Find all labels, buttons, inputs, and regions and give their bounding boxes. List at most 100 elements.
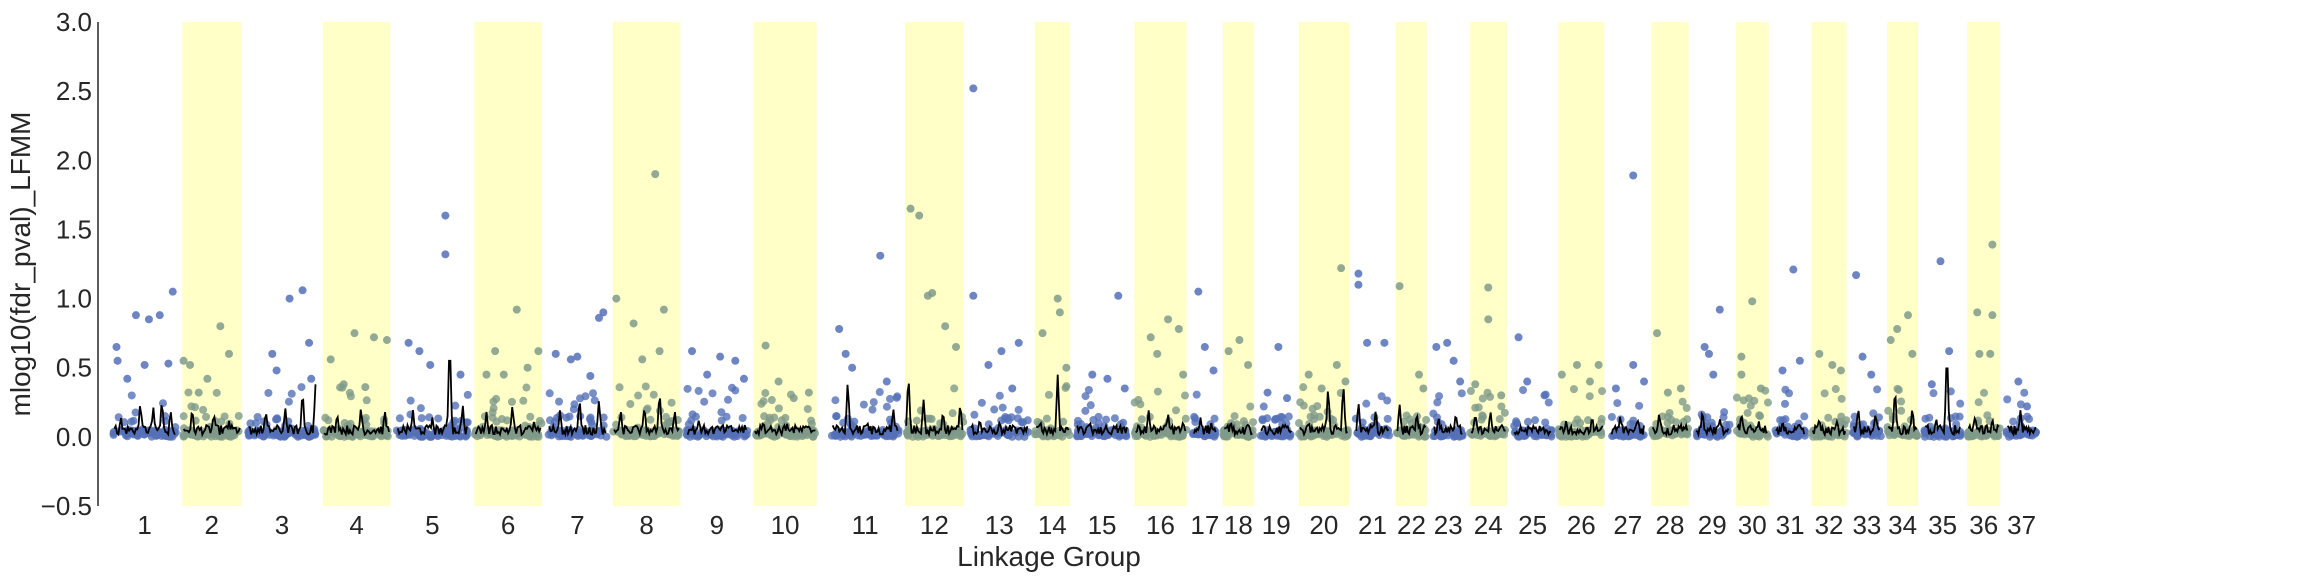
y-tick-label: 1.5 — [56, 214, 92, 244]
snp-outlier — [1704, 349, 1713, 358]
x-tick-label: 18 — [1224, 510, 1253, 540]
snp-point — [1420, 432, 1429, 441]
smoothed-line-lg-32 — [1811, 418, 1847, 438]
snp-point — [1569, 385, 1578, 394]
snp-point — [1873, 429, 1882, 438]
snp-point — [759, 397, 768, 406]
snp-outlier — [1337, 264, 1346, 273]
x-tick-label: 8 — [639, 510, 653, 540]
snp-outlier — [1795, 356, 1804, 365]
snp-point — [1925, 413, 1934, 422]
snp-point — [709, 432, 718, 441]
snp-point — [395, 414, 404, 423]
y-tick-label: 3.0 — [56, 7, 92, 37]
snp-outlier — [1354, 280, 1363, 289]
snp-point — [129, 416, 138, 425]
smoothed-line-lg-31 — [1775, 422, 1806, 436]
snp-point — [1983, 411, 1992, 420]
snp-point — [1897, 397, 1906, 406]
snp-point — [1299, 383, 1308, 392]
snp-outlier — [1114, 291, 1123, 300]
snp-point — [1299, 401, 1308, 410]
x-tick-label: 27 — [1613, 510, 1642, 540]
snp-point — [1497, 402, 1506, 411]
snp-outlier — [716, 352, 725, 361]
snp-point — [1897, 406, 1906, 415]
smoothed-line-lg-21 — [1355, 404, 1390, 437]
snp-point — [273, 415, 282, 424]
snp-point — [1249, 418, 1258, 427]
snp-point — [1329, 416, 1338, 425]
snp-point — [1439, 432, 1448, 441]
snp-point — [321, 413, 330, 422]
snp-point — [127, 391, 136, 400]
snp-point — [234, 411, 243, 420]
snp-point — [1176, 429, 1185, 438]
snp-outlier — [168, 287, 177, 296]
smoothed-line-lg-26 — [1558, 419, 1604, 437]
snp-point — [152, 431, 161, 440]
snp-point — [1366, 432, 1375, 441]
snp-point — [284, 397, 293, 406]
snp-point — [507, 397, 516, 406]
snp-outlier — [1341, 377, 1350, 386]
snp-point — [1920, 426, 1929, 435]
snp-outlier — [1363, 338, 1372, 347]
snp-outlier — [1194, 287, 1203, 296]
snp-point — [1946, 414, 1955, 423]
snp-outlier — [1756, 384, 1765, 393]
snp-outlier — [1709, 370, 1718, 379]
snp-point — [346, 392, 355, 401]
snp-point — [1585, 392, 1594, 401]
snp-point — [1831, 385, 1840, 394]
snp-point — [641, 382, 650, 391]
snp-point — [1086, 401, 1095, 410]
smoothed-line-lg-28 — [1651, 414, 1689, 437]
snp-point — [287, 389, 296, 398]
snp-outlier — [1815, 349, 1824, 358]
y-tick-label: 0.5 — [56, 353, 92, 383]
snp-outlier — [1146, 333, 1155, 342]
snp-point — [297, 383, 306, 392]
smoothed-line-lg-11 — [831, 384, 899, 436]
snp-outlier — [1886, 336, 1895, 345]
snp-outlier — [1611, 384, 1620, 393]
snp-point — [774, 404, 783, 413]
snp-point — [1755, 411, 1764, 420]
snp-outlier — [1778, 366, 1787, 375]
snp-outlier — [350, 329, 359, 338]
snp-outlier — [848, 363, 857, 372]
y-tick-labels: −0.5 0.0 0.5 1.0 1.5 2.0 2.5 3.0 — [41, 7, 92, 521]
smoothed-line-lg-12 — [905, 383, 964, 438]
snp-point — [948, 409, 957, 418]
snp-point — [1840, 420, 1849, 429]
snp-point — [2025, 415, 2034, 424]
snp-point — [1607, 412, 1616, 421]
snp-outlier — [789, 394, 798, 403]
snp-point — [1750, 396, 1759, 405]
snp-point — [615, 426, 624, 435]
x-tick-label: 16 — [1146, 510, 1175, 540]
snp-point — [1495, 415, 1504, 424]
band-lg-4 — [322, 22, 391, 506]
snp-outlier — [1235, 336, 1244, 345]
snp-outlier — [1789, 265, 1798, 274]
snp-point — [626, 400, 635, 409]
x-tick-label: 4 — [349, 510, 363, 540]
snp-outlier — [761, 341, 770, 350]
snp-point — [1405, 415, 1414, 424]
snp-outlier — [523, 363, 532, 372]
x-tick-label: 33 — [1852, 510, 1881, 540]
snp-outlier — [1008, 384, 1017, 393]
snp-point — [1635, 401, 1644, 410]
snp-outlier — [1737, 370, 1746, 379]
snp-point — [1171, 406, 1180, 415]
snp-point — [1613, 399, 1622, 408]
snp-point — [1665, 408, 1674, 417]
snp-point — [882, 402, 891, 411]
y-tick-label: 2.5 — [56, 76, 92, 106]
snp-outlier — [969, 291, 978, 300]
snp-point — [519, 396, 528, 405]
snp-point — [1512, 419, 1521, 428]
